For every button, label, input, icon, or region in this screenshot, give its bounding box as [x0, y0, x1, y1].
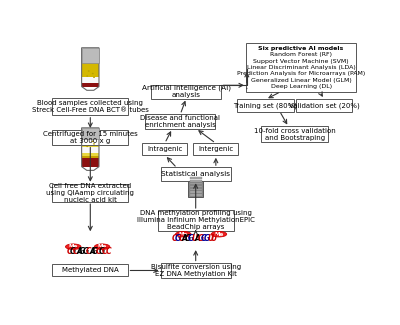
FancyBboxPatch shape — [161, 263, 231, 278]
Circle shape — [92, 141, 94, 142]
Text: G: G — [175, 234, 181, 243]
FancyBboxPatch shape — [190, 191, 202, 193]
FancyBboxPatch shape — [52, 130, 128, 146]
FancyBboxPatch shape — [237, 99, 294, 112]
Text: C: C — [201, 234, 207, 243]
FancyBboxPatch shape — [190, 188, 202, 190]
Text: G: G — [92, 247, 98, 256]
FancyBboxPatch shape — [262, 126, 328, 142]
Text: C: C — [73, 247, 78, 256]
Text: C: C — [102, 247, 108, 256]
Text: Validation set (20%): Validation set (20%) — [289, 102, 360, 109]
Text: Deep Learning (DL): Deep Learning (DL) — [270, 84, 332, 89]
Text: G: G — [184, 234, 191, 243]
Ellipse shape — [176, 231, 191, 237]
Text: G: G — [188, 234, 194, 243]
Text: Cell free DNA extracted
using QIAamp circulating
nucleic acid kit: Cell free DNA extracted using QIAamp cir… — [46, 183, 134, 203]
FancyBboxPatch shape — [246, 43, 356, 92]
Text: Intergenic: Intergenic — [198, 146, 234, 152]
Circle shape — [87, 133, 89, 135]
Text: U: U — [178, 234, 184, 243]
Text: C: C — [96, 247, 101, 256]
Polygon shape — [82, 63, 99, 82]
FancyBboxPatch shape — [190, 183, 202, 185]
Text: U: U — [191, 234, 197, 243]
Polygon shape — [82, 82, 99, 86]
Polygon shape — [82, 158, 99, 167]
Text: Bisulfite conversion using
EZ DNA Methylation Kit: Bisulfite conversion using EZ DNA Methyl… — [151, 264, 241, 277]
Text: Me: Me — [98, 244, 107, 249]
Circle shape — [92, 73, 94, 74]
Circle shape — [93, 76, 95, 78]
Text: Me: Me — [214, 232, 224, 237]
Ellipse shape — [94, 244, 110, 250]
Text: Intragenic: Intragenic — [147, 146, 182, 152]
Text: Me: Me — [69, 244, 78, 249]
Text: A: A — [194, 234, 200, 243]
Ellipse shape — [211, 231, 227, 237]
Circle shape — [91, 137, 93, 138]
FancyBboxPatch shape — [190, 186, 202, 187]
Text: C: C — [66, 247, 72, 256]
Polygon shape — [82, 77, 99, 83]
FancyBboxPatch shape — [193, 143, 238, 155]
FancyBboxPatch shape — [190, 180, 202, 182]
Text: 10-fold cross validation
and Bootstraping: 10-fold cross validation and Bootstrapin… — [254, 128, 336, 141]
Text: Disease and functional
enrichment analysis: Disease and functional enrichment analys… — [140, 115, 220, 128]
Text: Prediction Analysis for Microarrays (PAM): Prediction Analysis for Microarrays (PAM… — [237, 71, 365, 76]
Text: A: A — [89, 247, 95, 256]
Text: G: G — [79, 247, 85, 256]
FancyBboxPatch shape — [52, 265, 128, 277]
Text: G: G — [82, 247, 89, 256]
Text: Generalized Linear Model (GLM): Generalized Linear Model (GLM) — [251, 78, 352, 83]
Text: DNA methylation profiling using
Illumina Infinium MethylationEPIC
BeadChip array: DNA methylation profiling using Illumina… — [137, 210, 255, 230]
Text: C: C — [172, 234, 178, 243]
FancyBboxPatch shape — [158, 210, 234, 230]
Text: C: C — [86, 247, 92, 256]
Polygon shape — [82, 156, 99, 158]
Text: Statistical analysis: Statistical analysis — [161, 171, 230, 177]
Text: G: G — [204, 234, 210, 243]
Circle shape — [93, 143, 95, 145]
Text: Linear Discriminant Analysis (LDA): Linear Discriminant Analysis (LDA) — [247, 65, 356, 70]
Polygon shape — [82, 128, 99, 139]
Text: G: G — [69, 247, 76, 256]
FancyBboxPatch shape — [151, 84, 222, 98]
FancyBboxPatch shape — [52, 98, 128, 115]
Text: C: C — [106, 247, 111, 256]
Ellipse shape — [66, 244, 81, 250]
Polygon shape — [82, 48, 99, 63]
FancyBboxPatch shape — [142, 143, 187, 155]
Text: G: G — [198, 234, 204, 243]
Text: Blood samples collected using
Streck Cell-Free DNA BCT® tubes: Blood samples collected using Streck Cel… — [32, 100, 149, 113]
Text: Random Forest (RF): Random Forest (RF) — [270, 52, 332, 57]
Circle shape — [88, 136, 90, 137]
Text: Me: Me — [179, 232, 188, 237]
Text: U: U — [207, 234, 214, 243]
FancyBboxPatch shape — [296, 99, 352, 112]
Circle shape — [86, 75, 88, 77]
Text: Support Vector Machine (SVM): Support Vector Machine (SVM) — [253, 58, 349, 64]
Text: Centrifuged for 15 minutes
at 3000 x g: Centrifuged for 15 minutes at 3000 x g — [43, 131, 138, 144]
FancyBboxPatch shape — [145, 114, 215, 129]
FancyBboxPatch shape — [190, 177, 202, 179]
Polygon shape — [82, 139, 99, 156]
Text: U: U — [210, 234, 217, 243]
Text: Methylated DNA: Methylated DNA — [62, 267, 119, 273]
FancyBboxPatch shape — [188, 176, 203, 197]
Text: G: G — [99, 247, 105, 256]
FancyBboxPatch shape — [190, 194, 202, 196]
Circle shape — [86, 146, 88, 147]
Text: A: A — [76, 247, 82, 256]
Circle shape — [88, 70, 90, 72]
Text: A: A — [182, 234, 187, 243]
Text: Six predictive AI models: Six predictive AI models — [258, 46, 344, 51]
Polygon shape — [82, 147, 99, 153]
FancyBboxPatch shape — [161, 167, 231, 181]
FancyBboxPatch shape — [52, 184, 128, 202]
Text: Training set (80%): Training set (80%) — [234, 102, 298, 109]
Text: Artificial intelligence (AI)
analysis: Artificial intelligence (AI) analysis — [142, 85, 231, 98]
